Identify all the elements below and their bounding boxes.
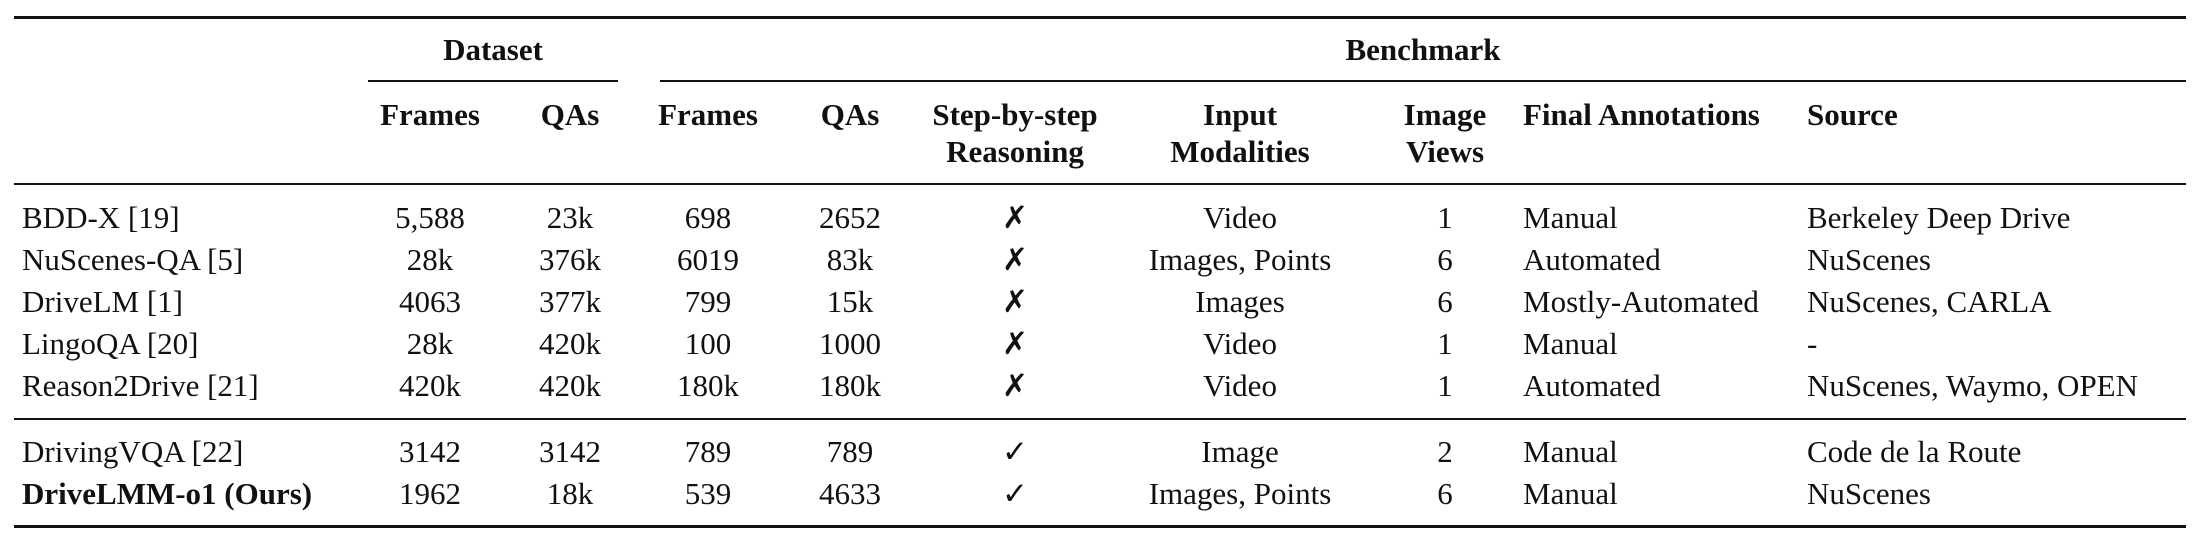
benchmark-group-rule (660, 80, 2186, 82)
cell-input: Images, Points (1148, 242, 1332, 277)
cell-ds-qas: 18k (546, 476, 594, 511)
cell-name: LingoQA [20] (22, 326, 199, 361)
cell-views: 6 (1437, 476, 1453, 511)
cell-bm-frames: 698 (684, 200, 732, 235)
cell-annotations: Manual (1523, 476, 1618, 511)
cell-annotations: Manual (1523, 434, 1618, 469)
cell-ds-qas: 23k (546, 200, 594, 235)
cell-ds-frames: 28k (406, 326, 454, 361)
bottom-rule (14, 525, 2186, 528)
cell-source: NuScenes, Waymo, OPEN (1807, 368, 2139, 403)
cell-ds-qas: 376k (539, 242, 601, 277)
cell-input: Video (1203, 326, 1277, 361)
cell-name: DrivingVQA [22] (22, 434, 244, 469)
cell-input: Images, Points (1148, 476, 1332, 511)
cell-bm-frames: 799 (684, 284, 732, 319)
cell-annotations: Automated (1523, 242, 1661, 277)
cell-ds-qas: 420k (539, 326, 601, 361)
dataset-group-header: Dataset (443, 32, 543, 67)
cell-input: Images (1195, 284, 1285, 319)
cell-name: NuScenes-QA [5] (22, 242, 244, 277)
cell-step: ✗ (1002, 242, 1028, 277)
header-step-line1: Step-by-step (932, 97, 1098, 132)
header-dataset-qas: QAs (540, 97, 600, 132)
cell-views: 1 (1437, 326, 1453, 361)
cell-source: Berkeley Deep Drive (1807, 200, 2071, 235)
cell-views: 6 (1437, 242, 1453, 277)
cell-step: ✗ (1002, 368, 1028, 403)
cell-input: Video (1203, 368, 1277, 403)
cell-views: 2 (1437, 434, 1453, 469)
cell-source: - (1807, 326, 1818, 361)
separator-rule (14, 418, 2186, 420)
cell-views: 1 (1437, 368, 1453, 403)
cell-views: 6 (1437, 284, 1453, 319)
cell-annotations: Automated (1523, 368, 1661, 403)
cell-ds-frames: 1962 (399, 476, 461, 511)
cell-bm-qas: 4633 (819, 476, 881, 511)
cell-bm-qas: 2652 (819, 200, 881, 235)
header-step-line2: Reasoning (946, 134, 1084, 169)
cell-step: ✓ (1002, 434, 1028, 469)
cell-input: Image (1201, 434, 1279, 469)
cell-bm-frames: 6019 (677, 242, 739, 277)
header-annotations: Final Annotations (1523, 97, 1760, 132)
header-views-line1: Image (1403, 97, 1487, 132)
cell-step: ✗ (1002, 284, 1028, 319)
cell-name: BDD-X [19] (22, 200, 180, 235)
cell-bm-frames: 539 (684, 476, 732, 511)
cell-ds-qas: 377k (539, 284, 601, 319)
cell-step: ✓ (1002, 476, 1028, 511)
header-benchmark-qas: QAs (820, 97, 880, 132)
cell-bm-qas: 15k (826, 284, 874, 319)
cell-input: Video (1203, 200, 1277, 235)
cell-ds-qas: 3142 (539, 434, 601, 469)
header-benchmark-frames: Frames (658, 97, 758, 132)
header-input-line2: Modalities (1170, 134, 1310, 169)
header-input-line1: Input (1202, 97, 1278, 132)
cell-step: ✗ (1002, 326, 1028, 361)
cell-ds-qas: 420k (539, 368, 601, 403)
cell-bm-frames: 180k (677, 368, 739, 403)
header-rule (14, 183, 2186, 185)
cell-annotations: Manual (1523, 326, 1618, 361)
cell-annotations: Mostly-Automated (1523, 284, 1759, 319)
cell-ds-frames: 28k (406, 242, 454, 277)
cell-ds-frames: 5,588 (395, 200, 465, 235)
cell-step: ✗ (1002, 200, 1028, 235)
cell-source: NuScenes (1807, 476, 1931, 511)
cell-views: 1 (1437, 200, 1453, 235)
cell-source: Code de la Route (1807, 434, 2022, 469)
cell-ds-frames: 420k (399, 368, 461, 403)
cell-ds-frames: 3142 (399, 434, 461, 469)
cell-source: NuScenes (1807, 242, 1931, 277)
cell-bm-qas: 83k (826, 242, 874, 277)
dataset-group-rule (368, 80, 618, 82)
cell-bm-qas: 789 (826, 434, 874, 469)
cell-bm-qas: 180k (819, 368, 881, 403)
cell-name: DriveLMM-o1 (Ours) (22, 476, 313, 511)
cell-bm-qas: 1000 (819, 326, 881, 361)
cell-bm-frames: 100 (684, 326, 732, 361)
cell-name: Reason2Drive [21] (22, 368, 259, 403)
header-dataset-frames: Frames (380, 97, 480, 132)
cell-annotations: Manual (1523, 200, 1618, 235)
cell-name: DriveLM [1] (22, 284, 183, 319)
cell-ds-frames: 4063 (399, 284, 461, 319)
benchmark-group-header: Benchmark (1345, 32, 1501, 67)
cell-bm-frames: 789 (684, 434, 732, 469)
top-rule (14, 16, 2186, 19)
header-source: Source (1807, 97, 1898, 132)
header-views-line2: Views (1405, 134, 1485, 169)
cell-source: NuScenes, CARLA (1807, 284, 2052, 319)
